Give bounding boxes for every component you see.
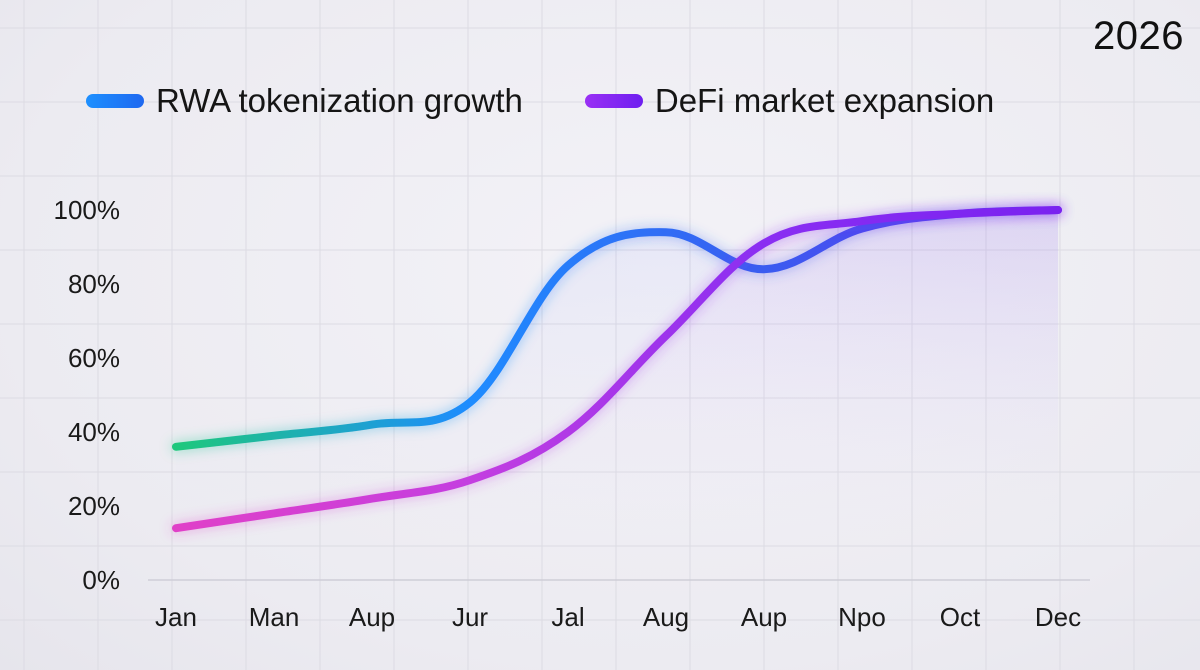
- data-point: [760, 265, 768, 273]
- y-tick-label: 40%: [68, 417, 120, 447]
- x-tick-label: Dec: [1035, 602, 1081, 632]
- data-point: [368, 495, 376, 503]
- x-tick-label: Npo: [838, 602, 886, 632]
- year-label: 2026: [1093, 14, 1184, 58]
- y-tick-label: 0%: [82, 565, 120, 595]
- y-tick-label: 100%: [54, 195, 121, 225]
- data-point: [270, 509, 278, 517]
- data-point: [662, 228, 670, 236]
- data-point: [564, 428, 572, 436]
- legend: RWA tokenization growth DeFi market expa…: [86, 82, 1056, 120]
- data-point: [956, 210, 964, 218]
- x-axis-ticks: Jan Man Aup Jur Jal Aug Aup Npo Oct Dec: [155, 602, 1081, 632]
- data-point: [1054, 206, 1062, 214]
- x-tick-label: Aug: [643, 602, 689, 632]
- x-tick-label: Aup: [741, 602, 787, 632]
- legend-label-defi: DeFi market expansion: [654, 82, 995, 119]
- data-point: [172, 443, 180, 451]
- data-point: [368, 421, 376, 429]
- data-point: [466, 476, 474, 484]
- legend-swatch-rwa: [86, 94, 144, 108]
- defi-market-line: [172, 206, 1062, 533]
- data-point: [564, 262, 572, 270]
- legend-label-rwa: RWA tokenization growth: [156, 82, 523, 119]
- x-tick-label: Man: [249, 602, 300, 632]
- y-tick-label: 80%: [68, 269, 120, 299]
- legend-item-rwa: RWA tokenization growth: [86, 82, 523, 120]
- legend-item-defi: DeFi market expansion: [584, 82, 995, 120]
- data-point: [662, 332, 670, 340]
- series-lines: [171, 205, 1063, 534]
- x-tick-label: Jan: [155, 602, 197, 632]
- x-tick-label: Aup: [349, 602, 395, 632]
- series-areas: [176, 210, 1058, 580]
- y-axis-ticks: 100% 80% 60% 40% 20% 0%: [54, 195, 121, 595]
- x-tick-label: Jur: [452, 602, 488, 632]
- legend-swatch-defi: [584, 94, 643, 108]
- y-tick-label: 20%: [68, 491, 120, 521]
- y-tick-label: 60%: [68, 343, 120, 373]
- data-point: [270, 432, 278, 440]
- data-point: [858, 217, 866, 225]
- x-tick-label: Jal: [551, 602, 584, 632]
- series-area-1: [176, 210, 1058, 580]
- x-tick-label: Oct: [940, 602, 981, 632]
- data-point: [466, 398, 474, 406]
- data-point: [172, 524, 180, 532]
- data-point: [760, 239, 768, 247]
